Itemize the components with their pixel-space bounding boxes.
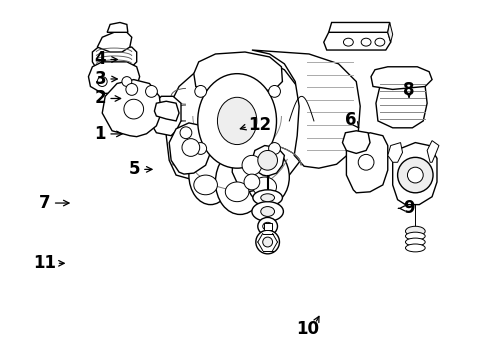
Polygon shape [376, 80, 427, 128]
Ellipse shape [246, 149, 289, 204]
Polygon shape [324, 32, 391, 50]
Polygon shape [343, 131, 370, 153]
Ellipse shape [98, 77, 107, 86]
Ellipse shape [182, 139, 200, 156]
Text: 5: 5 [128, 160, 140, 178]
Ellipse shape [258, 217, 277, 235]
Ellipse shape [198, 74, 276, 168]
Ellipse shape [261, 207, 274, 216]
Polygon shape [89, 62, 140, 93]
Ellipse shape [263, 222, 272, 230]
Polygon shape [232, 136, 272, 192]
Ellipse shape [406, 244, 425, 252]
Ellipse shape [242, 156, 262, 175]
Ellipse shape [343, 38, 353, 46]
Ellipse shape [253, 177, 276, 197]
Polygon shape [98, 32, 132, 52]
Polygon shape [154, 101, 179, 121]
Text: 6: 6 [345, 111, 357, 129]
Polygon shape [102, 80, 161, 137]
Ellipse shape [358, 154, 374, 170]
Polygon shape [371, 67, 432, 89]
Text: 10: 10 [296, 320, 319, 338]
Bar [264, 223, 271, 230]
Text: 3: 3 [95, 70, 106, 88]
Ellipse shape [263, 237, 272, 247]
Polygon shape [166, 57, 306, 187]
Polygon shape [194, 52, 282, 93]
Ellipse shape [194, 175, 218, 195]
Ellipse shape [256, 230, 279, 254]
Ellipse shape [195, 85, 207, 97]
Ellipse shape [252, 202, 283, 221]
Polygon shape [346, 133, 388, 193]
Polygon shape [93, 47, 137, 72]
Ellipse shape [244, 174, 260, 190]
Ellipse shape [397, 157, 433, 193]
Ellipse shape [261, 194, 274, 202]
Text: 1: 1 [95, 125, 106, 143]
Polygon shape [252, 145, 284, 176]
Polygon shape [252, 50, 360, 168]
Polygon shape [169, 123, 211, 174]
Ellipse shape [216, 149, 265, 215]
Ellipse shape [408, 167, 423, 183]
Ellipse shape [146, 85, 157, 97]
Ellipse shape [375, 38, 385, 46]
Ellipse shape [406, 238, 425, 246]
Ellipse shape [406, 226, 425, 236]
Ellipse shape [126, 84, 138, 95]
Text: 2: 2 [95, 90, 106, 108]
Polygon shape [388, 143, 402, 162]
Ellipse shape [258, 150, 277, 170]
Ellipse shape [122, 77, 132, 86]
Ellipse shape [195, 143, 207, 154]
Ellipse shape [269, 85, 280, 97]
Ellipse shape [406, 232, 425, 240]
Ellipse shape [180, 127, 192, 139]
Text: 11: 11 [33, 254, 56, 272]
Polygon shape [329, 22, 390, 32]
Ellipse shape [361, 38, 371, 46]
Text: 9: 9 [403, 199, 415, 217]
Polygon shape [149, 96, 181, 136]
Polygon shape [107, 22, 128, 32]
Ellipse shape [253, 190, 282, 206]
Text: 4: 4 [95, 50, 106, 68]
Ellipse shape [124, 99, 144, 119]
Polygon shape [388, 22, 392, 42]
Ellipse shape [189, 145, 232, 204]
Ellipse shape [225, 182, 249, 202]
Polygon shape [427, 141, 439, 162]
Ellipse shape [218, 97, 257, 145]
Polygon shape [392, 143, 437, 204]
Text: 7: 7 [39, 194, 50, 212]
Text: 12: 12 [248, 116, 271, 134]
Text: 8: 8 [403, 81, 415, 99]
Ellipse shape [269, 143, 280, 154]
